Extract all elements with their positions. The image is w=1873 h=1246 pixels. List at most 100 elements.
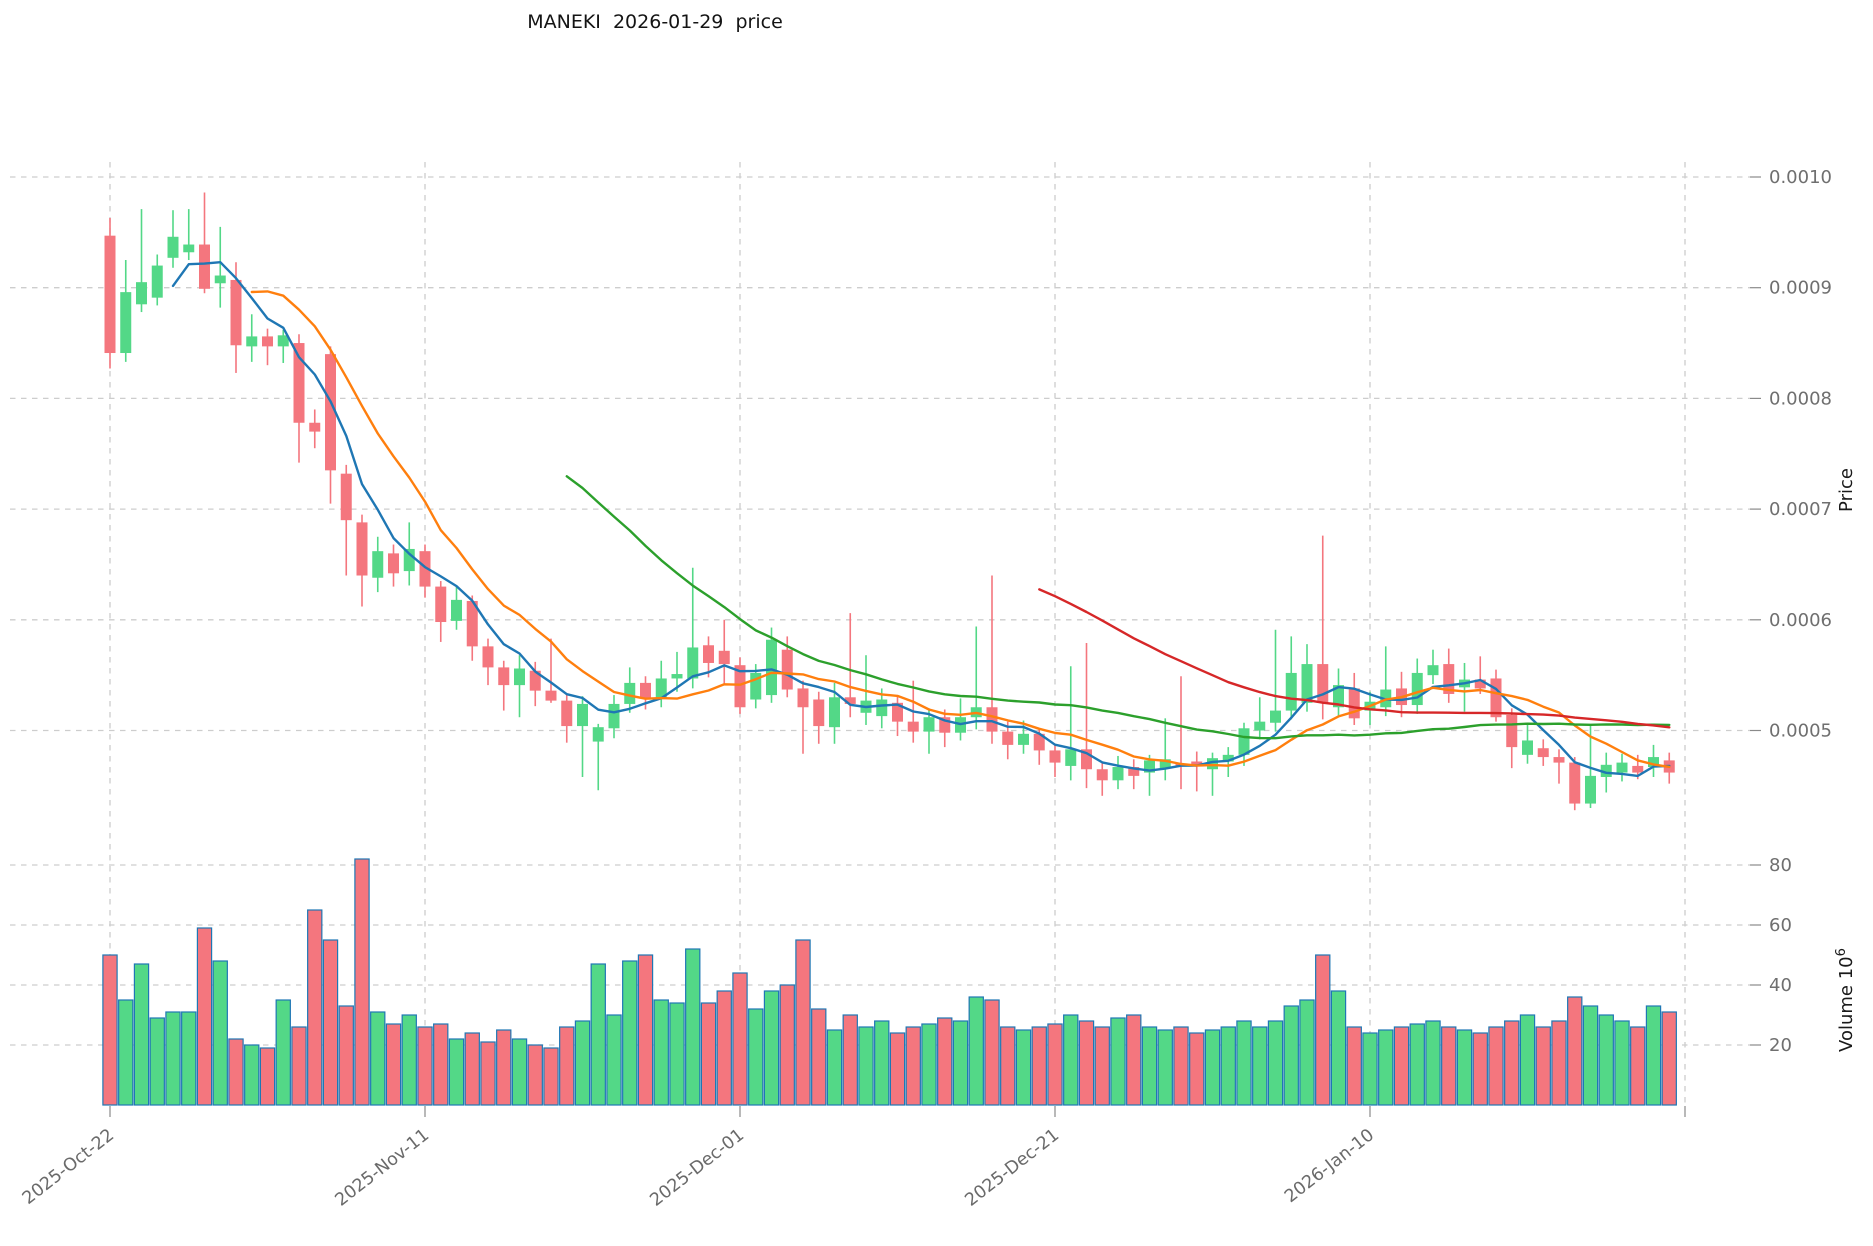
candle-body [986,707,998,732]
volume-bar [322,939,339,1106]
candle-body [529,670,541,691]
volume-bar [370,1011,386,1106]
volume-bar [181,1011,197,1106]
candle [246,314,258,362]
candle-body [545,690,557,701]
candle [277,329,289,363]
candle [120,260,132,362]
candle-body [592,727,604,742]
candle-body [1474,679,1486,689]
candle-body [466,600,478,647]
volume-bar [1126,1014,1142,1106]
volume-bar [574,1020,591,1106]
volume-bar [984,999,1000,1106]
volume-bar [1000,1026,1016,1106]
candle-body [671,674,683,679]
candle-body [1522,740,1533,755]
candle [183,209,195,261]
candle-body [230,279,242,346]
volume-bar [1661,1011,1677,1106]
candle-body [1506,715,1518,748]
candle [1270,629,1281,732]
volume-bar [259,1047,276,1106]
candle-body [608,703,620,729]
candle-body [403,548,415,572]
candle [892,696,903,737]
price-tick-label: 0.0010 [1769,167,1832,188]
candle [1585,724,1596,808]
candle [1474,656,1486,694]
candle-body [624,682,636,704]
volume-bar [354,858,370,1106]
volume-bar [464,1032,480,1106]
candle-body [876,699,888,717]
volume-bar [1252,1026,1268,1106]
volume-bar [1236,1020,1252,1106]
candle [1238,722,1250,766]
candle-body [1128,767,1140,776]
candle-body [136,282,147,305]
ma-line-30 [565,475,1671,740]
candle-body [939,717,951,733]
volume-bar [433,1023,449,1106]
candle-body [1411,672,1423,706]
candle [1459,662,1470,712]
candle [1522,724,1533,764]
candle-body [1443,664,1455,694]
candle [529,661,541,707]
candle [577,696,588,777]
candle [214,226,226,308]
candle-body [498,667,510,686]
volume-bar [1315,954,1331,1106]
candle [340,464,352,576]
candle-body [262,336,273,347]
volume-bar [1409,1023,1425,1106]
candle [813,691,825,744]
volume-bar [937,1017,953,1106]
volume-bar [732,972,748,1106]
candle [955,698,966,741]
candle-body [277,335,289,347]
volume-bar [1393,1026,1410,1106]
candle-body [1238,728,1250,755]
volume-bar [1488,1026,1504,1106]
volume-bar [779,984,795,1106]
candle [419,544,431,598]
candle-body [1112,767,1124,781]
candle-body [1270,710,1281,723]
candle-body [1207,758,1218,770]
candle [199,192,210,294]
volume-bar [496,1029,512,1106]
volume-bar [417,1026,433,1106]
candle [1207,752,1218,796]
price-tick-label: 0.0009 [1769,278,1832,299]
volume-bar [1582,1005,1599,1106]
volume-bar [133,963,150,1106]
volume-bar [1173,1026,1189,1106]
candle [388,544,399,587]
volume-bar [1441,1026,1457,1106]
candle-body [1569,762,1581,804]
volume-tick-label: 20 [1769,1035,1792,1056]
candle [1191,751,1203,792]
volume-bar [748,1008,764,1106]
volume-bar [1330,990,1347,1106]
candle [482,638,494,686]
volume-tick-label: 40 [1769,975,1792,996]
candle-body [1317,664,1329,703]
candle-body [1222,754,1234,762]
volume-bar [1141,1026,1158,1106]
ma-line-5 [171,261,1671,778]
candle [655,660,667,708]
volume-bar [448,1038,465,1106]
candle [1443,648,1455,703]
gridlines [10,162,1750,1105]
volume-bar [653,999,669,1106]
candle [844,613,856,718]
candle [1396,671,1407,718]
candle [435,581,447,642]
candle-body [340,473,352,521]
candle-body [1333,685,1344,708]
candle [1553,749,1565,784]
volume-bar [118,999,134,1106]
